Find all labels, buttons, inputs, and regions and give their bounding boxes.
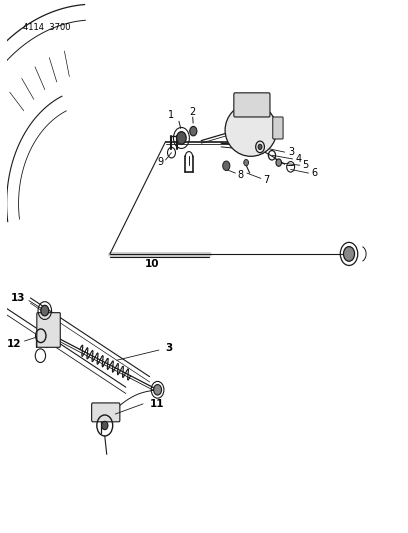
Text: 13: 13 bbox=[11, 293, 26, 303]
Circle shape bbox=[344, 247, 355, 261]
Circle shape bbox=[177, 132, 186, 144]
Circle shape bbox=[223, 161, 230, 171]
Text: 3: 3 bbox=[288, 147, 294, 157]
FancyBboxPatch shape bbox=[37, 313, 60, 348]
FancyBboxPatch shape bbox=[234, 93, 270, 117]
FancyBboxPatch shape bbox=[92, 403, 120, 422]
Circle shape bbox=[190, 126, 197, 136]
Text: 11: 11 bbox=[150, 399, 164, 409]
FancyBboxPatch shape bbox=[273, 117, 283, 139]
Circle shape bbox=[41, 305, 49, 316]
Text: 4: 4 bbox=[296, 154, 302, 164]
Text: 1: 1 bbox=[168, 110, 174, 120]
Circle shape bbox=[276, 159, 282, 166]
Circle shape bbox=[153, 384, 162, 395]
Text: 2: 2 bbox=[189, 107, 196, 117]
Text: 4114  3700: 4114 3700 bbox=[22, 22, 70, 31]
Circle shape bbox=[244, 159, 248, 166]
Text: 3: 3 bbox=[166, 343, 173, 353]
Text: 9: 9 bbox=[157, 157, 163, 167]
Text: 5: 5 bbox=[303, 160, 309, 170]
Text: 6: 6 bbox=[312, 168, 318, 178]
Text: 10: 10 bbox=[144, 260, 159, 269]
Text: 7: 7 bbox=[263, 175, 269, 185]
Circle shape bbox=[258, 144, 262, 149]
Text: 12: 12 bbox=[7, 339, 22, 349]
Circle shape bbox=[102, 421, 108, 430]
Ellipse shape bbox=[225, 104, 277, 156]
Text: 8: 8 bbox=[238, 169, 244, 180]
